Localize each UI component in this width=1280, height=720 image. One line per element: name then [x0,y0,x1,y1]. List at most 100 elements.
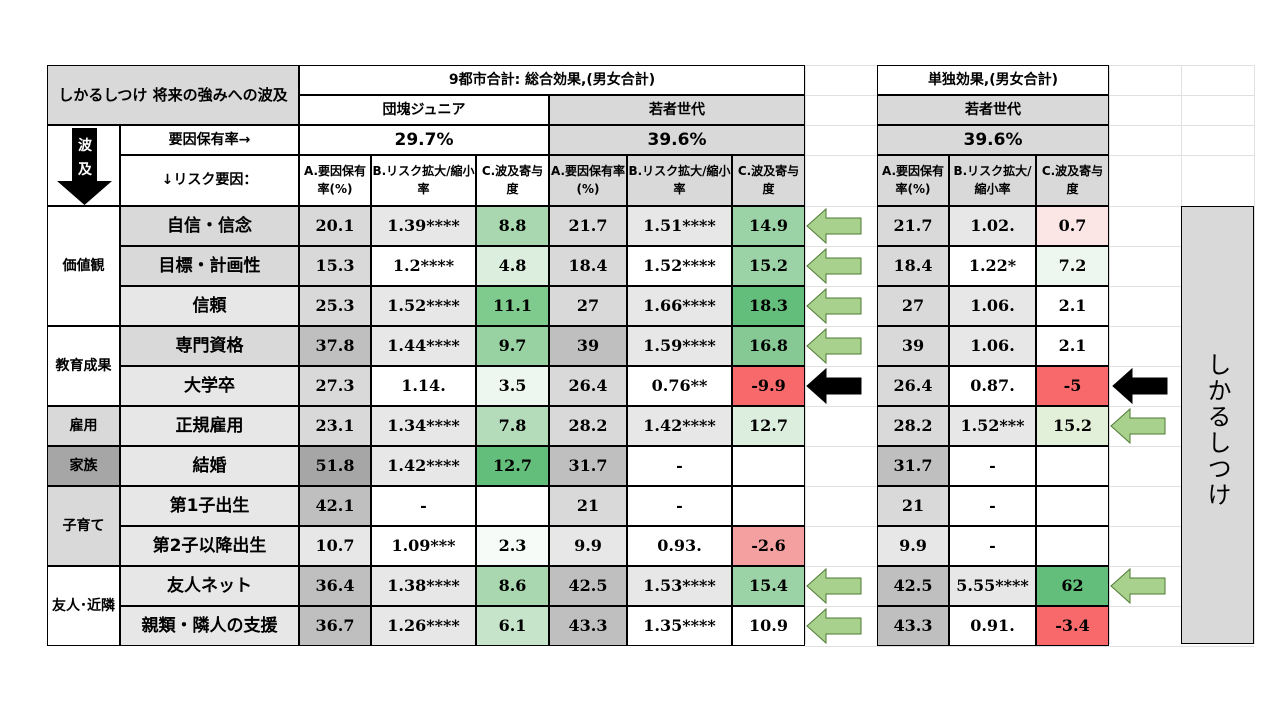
row-label-text: 友人ネット [167,575,252,596]
cell-value: 42.5 [893,576,933,596]
table-cell: 4.8 [476,246,549,286]
table-cell: 1.2**** [371,246,476,286]
table-cell: 12.7 [732,406,805,446]
table-cell: 1.26**** [371,606,476,646]
table-cell: 1.35**** [627,606,732,646]
table-cell: 3.5 [476,366,549,406]
row-label: 友人ネット [120,566,299,606]
table-cell: 1.52**** [371,286,476,326]
side-label: しかるしつけ [1203,352,1231,508]
cell-value: - [420,496,427,516]
cell-value: 37.8 [315,336,355,356]
table-cell: 1.02. [949,206,1036,246]
col-header-b-wakamono: B.リスク拡大/縮小率 [627,155,732,206]
cell-value: 1.38**** [387,576,460,596]
table-cell: 1.66**** [627,286,732,326]
grid-line-vertical [1109,65,1110,644]
table-cell: 42.5 [877,566,949,606]
cell-value: -5 [1063,376,1082,396]
col-header-a-dankai: A.要因保有率(%) [299,155,371,206]
left-arrow-green-icon [806,287,862,325]
cell-value: 20.1 [315,216,355,236]
cell-value: 1.44**** [387,336,460,356]
factor-rate-dankai: 29.7% [299,125,549,155]
table-cell: 9.9 [549,526,627,566]
cell-value: -3.4 [1055,616,1090,636]
cell-value: 8.6 [498,576,527,596]
side-label-box: しかるしつけ [1181,206,1254,644]
cell-value: 36.7 [315,616,355,636]
cell-value: 1.09*** [391,536,456,556]
group-label-cell: 子育て [47,486,120,566]
table-cell: 6.1 [476,606,549,646]
cell-value: - [989,456,996,476]
cell-value: 1.42**** [643,416,716,436]
table-cell [1036,526,1109,566]
left-arrow-green-icon [806,607,862,645]
table-cell: 1.39**** [371,206,476,246]
table-cell: 20.1 [299,206,371,246]
table-cell: 18.4 [877,246,949,286]
cell-value: 0.91. [970,616,1015,636]
row-label: 第2子以降出生 [120,526,299,566]
cell-value: 1.2**** [392,256,455,276]
cell-value: 18.3 [749,296,788,316]
cell-value: 3.5 [498,376,527,396]
table-cell: 7.2 [1036,246,1109,286]
cell-value: 1.14. [401,376,446,396]
row-label-text: 第1子出生 [169,495,250,516]
cell-value: 27 [901,296,925,316]
cell-value: 0.87. [970,376,1015,396]
table-cell: 2.3 [476,526,549,566]
table-cell: 36.4 [299,566,371,606]
table-cell: 28.2 [877,406,949,446]
cell-value: 1.26**** [387,616,460,636]
cell-value: - [676,496,683,516]
row-label: 信頼 [120,286,299,326]
cell-value: -2.6 [751,536,786,556]
table-cell: - [627,446,732,486]
col-b-text: B.リスク拡大/縮小率 [372,164,475,196]
table-cell: 25.3 [299,286,371,326]
table-cell: 42.5 [549,566,627,606]
row-label-text: 親類・隣人の支援 [141,615,278,636]
table-cell: 1.42**** [627,406,732,446]
group-label: 子育て [62,517,105,534]
group-wakamono-header: 若者世代 [549,95,805,125]
cell-value: 7.8 [498,416,527,436]
cell-value: 15.2 [749,256,788,276]
grid-line-vertical [1254,65,1255,644]
row-label: 大学卒 [120,366,299,406]
cell-value: 0.76** [651,376,708,396]
col-header-c-wakamono: C.波及寄与度 [732,155,805,206]
col-c-text: C.波及寄与度 [481,164,544,196]
table-cell: 21.7 [549,206,627,246]
group-wakamono-label: 若者世代 [649,101,705,118]
propagation-label: 波及 [78,138,92,178]
cell-value: 1.53**** [643,576,716,596]
factor-rate-label-text: 要因保有率→ [168,131,251,148]
table-cell: 2.1 [1036,326,1109,366]
table-cell: 43.3 [877,606,949,646]
table-cell: 26.4 [549,366,627,406]
table-cell: 1.51**** [627,206,732,246]
table-cell [476,486,549,526]
table-cell: 1.38**** [371,566,476,606]
group-label-cell: 雇用 [47,406,120,446]
table-cell: - [371,486,476,526]
cell-value: 1.22* [968,256,1017,276]
risk-factor-label-text: ↓リスク要因： [161,172,258,189]
cell-value: 5.55**** [956,576,1029,596]
cell-value: 2.3 [498,536,527,556]
cell-value: - [989,536,996,556]
factor-rate-label: 要因保有率→ [120,125,299,155]
table-cell: 1.59**** [627,326,732,366]
table-cell: 51.8 [299,446,371,486]
cell-value: 23.1 [315,416,355,436]
group-label-cell: 友人･近隣 [47,566,120,646]
cell-value: 1.51**** [643,216,716,236]
table-cell: 62 [1036,566,1109,606]
table-cell: 27.3 [299,366,371,406]
cell-value: 31.7 [893,456,933,476]
row-label: 専門資格 [120,326,299,366]
